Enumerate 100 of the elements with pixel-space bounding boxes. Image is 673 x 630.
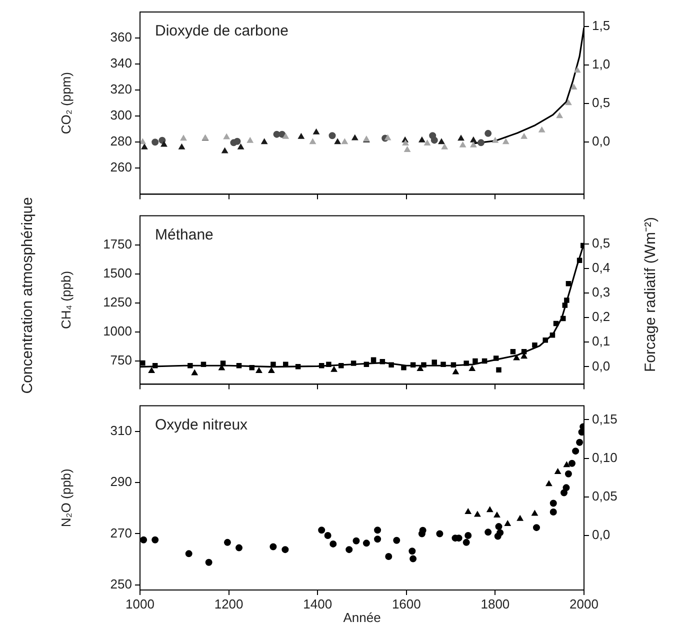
- point: [328, 132, 336, 140]
- x-tick-label: 1400: [303, 596, 332, 612]
- point: [441, 144, 448, 150]
- point: [492, 137, 498, 143]
- point: [393, 536, 400, 544]
- point: [565, 100, 572, 106]
- point: [326, 362, 332, 367]
- point: [438, 138, 445, 144]
- point: [494, 512, 500, 518]
- text: Oxyde nitreux: [155, 416, 248, 434]
- point: [472, 358, 478, 364]
- point: [576, 438, 584, 446]
- point: [576, 258, 582, 264]
- point: [568, 460, 576, 467]
- point: [520, 133, 528, 139]
- point: [502, 138, 509, 144]
- point: [256, 367, 262, 373]
- text: Concentration atmosphérique: [19, 196, 36, 394]
- point: [410, 362, 416, 368]
- point: [496, 529, 504, 536]
- y2-tick-label: 0,05: [592, 488, 618, 504]
- point: [542, 337, 548, 343]
- text: Dioxyde de carbone: [155, 22, 288, 40]
- point: [205, 558, 212, 566]
- point: [474, 511, 481, 517]
- point: [282, 546, 289, 554]
- point: [152, 138, 159, 146]
- y-tick-label: 1250: [103, 294, 132, 310]
- point: [504, 520, 511, 526]
- point: [560, 316, 566, 322]
- point: [532, 510, 538, 516]
- point: [462, 538, 470, 546]
- point: [510, 349, 516, 354]
- point: [564, 298, 570, 303]
- y-tick-label: 340: [110, 56, 132, 71]
- point: [493, 356, 499, 361]
- point: [249, 364, 255, 370]
- y-tick-label: 250: [110, 576, 132, 592]
- point: [192, 370, 198, 376]
- point: [404, 146, 410, 152]
- y-tick-label: 260: [110, 160, 132, 175]
- point: [346, 546, 353, 554]
- point: [432, 360, 437, 365]
- point: [421, 362, 426, 368]
- point: [318, 362, 324, 368]
- point: [520, 353, 528, 359]
- point: [532, 524, 540, 532]
- point: [384, 134, 391, 140]
- point: [362, 540, 370, 547]
- point: [234, 138, 241, 145]
- point: [460, 142, 466, 148]
- y2-tick-label: 0,4: [592, 260, 610, 275]
- point: [152, 362, 158, 368]
- y-tick-label: 310: [110, 422, 132, 438]
- point: [270, 543, 277, 550]
- point: [148, 367, 155, 373]
- point: [380, 359, 386, 364]
- point: [223, 134, 230, 140]
- point: [465, 508, 472, 514]
- point: [496, 367, 502, 373]
- y2-tick-label: 0,2: [592, 309, 610, 324]
- y-tick-label: 270: [110, 525, 132, 540]
- x-tick-label: 2000: [570, 596, 598, 612]
- point: [521, 349, 527, 354]
- point: [298, 133, 304, 139]
- point: [310, 138, 316, 144]
- point: [550, 508, 557, 516]
- point: [200, 362, 206, 367]
- y2-tick-label: 0,0: [592, 358, 610, 374]
- point: [140, 536, 148, 544]
- y2-tick-label: 0,5: [592, 95, 610, 110]
- point: [484, 130, 492, 137]
- point: [160, 141, 168, 147]
- y2-axis-title: Forcage radiatif (Wm⁻²): [641, 217, 660, 373]
- point: [546, 480, 552, 486]
- point: [352, 537, 360, 544]
- point: [560, 489, 568, 496]
- y2-tick-label: 1,5: [592, 18, 610, 34]
- point: [554, 468, 561, 474]
- point: [418, 136, 426, 142]
- point: [572, 448, 580, 455]
- point: [364, 362, 370, 367]
- y2-tick-label: 0,15: [592, 411, 618, 426]
- point: [419, 526, 426, 534]
- point: [236, 362, 242, 368]
- y2-tick-label: 0,10: [592, 450, 618, 465]
- point: [484, 528, 492, 536]
- point: [574, 67, 580, 73]
- point: [313, 128, 320, 134]
- y-axis-title: N₂O (ppb): [58, 468, 74, 528]
- point: [178, 144, 185, 150]
- point: [553, 320, 559, 326]
- point: [562, 484, 570, 492]
- point: [556, 112, 563, 118]
- x-tick-label: 1800: [480, 596, 510, 612]
- point: [562, 302, 568, 308]
- point: [410, 555, 417, 562]
- point: [247, 137, 254, 143]
- text: Méthane: [155, 226, 214, 244]
- y-tick-label: 750: [110, 352, 132, 368]
